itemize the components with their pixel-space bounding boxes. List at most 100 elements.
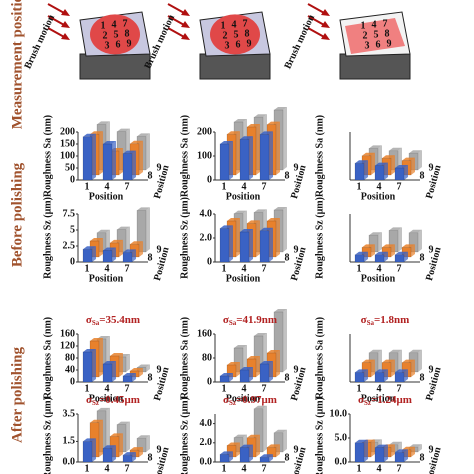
row-label: Before polishing [9, 162, 25, 267]
x-tick-label: 7 [262, 263, 267, 274]
bar [122, 454, 133, 463]
bar [259, 456, 270, 463]
y-tick-label: 80 [65, 352, 75, 363]
bar-side [229, 451, 233, 462]
block-side [79, 53, 151, 80]
y-tick-label: 200 [60, 126, 75, 137]
bar-side [384, 162, 388, 180]
x-tick-label: 1 [85, 181, 90, 192]
bar-top [254, 209, 267, 213]
annotation-symbol: σ [86, 394, 92, 406]
bar-side [119, 433, 123, 457]
bar-top [123, 373, 136, 376]
bar-side [236, 218, 240, 257]
row-label: After polishing [9, 347, 25, 443]
bar [259, 134, 270, 181]
bar-top [227, 362, 240, 365]
depth-axis-label: Position [424, 365, 444, 402]
bar-side [139, 241, 143, 257]
bar [102, 363, 113, 383]
bar-side [92, 133, 96, 180]
position-number: 2 [223, 30, 228, 41]
bar-side [106, 407, 110, 452]
bar-side [283, 429, 287, 452]
bar-side [398, 227, 402, 252]
bar-top [103, 247, 116, 251]
bar [354, 162, 365, 181]
annotation: σSz=1.24μm [358, 394, 412, 407]
y-tick-label: 100 [197, 150, 212, 161]
x-tick-label: 1 [222, 383, 227, 394]
bar-side [364, 160, 368, 180]
depth-tick-label: 9 [429, 444, 434, 455]
y-tick-label: 4.0 [200, 208, 213, 219]
bar [82, 136, 93, 181]
depth-tick-label: 8 [420, 452, 425, 463]
bar-side [126, 226, 130, 252]
bar-top [409, 229, 422, 233]
bar-side [398, 349, 402, 372]
y-tick-label: 1.5 [63, 436, 76, 447]
y-tick-label: 200 [197, 126, 212, 137]
depth-tick-label: 9 [294, 444, 299, 455]
bar-top [97, 121, 110, 125]
bar-top [240, 444, 253, 448]
bar-side [404, 165, 408, 180]
bar-top [409, 444, 422, 448]
y-axis-label: Roughness Sz (μm) [179, 397, 190, 474]
bar-top [110, 239, 123, 243]
x-axis-label: Position [226, 273, 261, 284]
position-number: 6 [236, 39, 241, 50]
bar-top [362, 244, 375, 248]
bar-top [137, 207, 150, 211]
depth-axis-label: Position [152, 445, 172, 474]
bar-side [364, 369, 368, 382]
bar-top [137, 133, 150, 137]
annotation-subscript: Sz [92, 399, 99, 407]
y-tick-label: 120 [60, 340, 75, 351]
brush-label: Brush motion [282, 13, 317, 71]
bar-side [146, 133, 150, 170]
bar-top [382, 155, 395, 159]
arrow-head [321, 33, 330, 40]
bar-side [99, 238, 103, 257]
bar-side [112, 445, 116, 462]
y-tick-label: 160 [60, 328, 75, 339]
bar-top [369, 145, 382, 149]
bar-side [243, 345, 247, 372]
position-number: 4 [112, 19, 117, 30]
x-tick-label: 1 [85, 263, 90, 274]
x-tick-label: 1 [357, 383, 362, 394]
x-tick-label: 4 [242, 463, 247, 474]
depth-tick-label: 9 [157, 364, 162, 375]
y-tick-label: 0 [70, 376, 75, 387]
position-number: 8 [245, 28, 250, 39]
bar-side [384, 369, 388, 382]
annotation-text: =0.45μm [99, 394, 140, 406]
depth-tick-label: 9 [157, 162, 162, 173]
bar-side [411, 446, 415, 457]
bar [82, 441, 93, 463]
annotation: σSa=1.8nm [361, 314, 410, 327]
bar-top [375, 162, 388, 166]
x-tick-label: 7 [125, 463, 130, 474]
bar-top [247, 124, 260, 127]
position-number: 6 [376, 39, 381, 50]
bar [122, 375, 133, 383]
bar-top [247, 434, 260, 438]
bar [394, 372, 405, 383]
bar-top [409, 150, 422, 154]
y-axis-label: Roughness Sz (μm) [314, 197, 325, 279]
bar-top [123, 249, 136, 253]
bar [239, 369, 250, 383]
bar-side [269, 454, 273, 462]
measure-area [345, 18, 405, 54]
x-axis-label: Position [89, 191, 124, 202]
y-tick-label: 150 [60, 138, 75, 149]
x-axis-label: Position [361, 393, 396, 404]
bar [394, 167, 405, 181]
bar-top [83, 438, 96, 442]
bar-side [99, 338, 103, 377]
annotation-symbol: σ [86, 314, 92, 326]
